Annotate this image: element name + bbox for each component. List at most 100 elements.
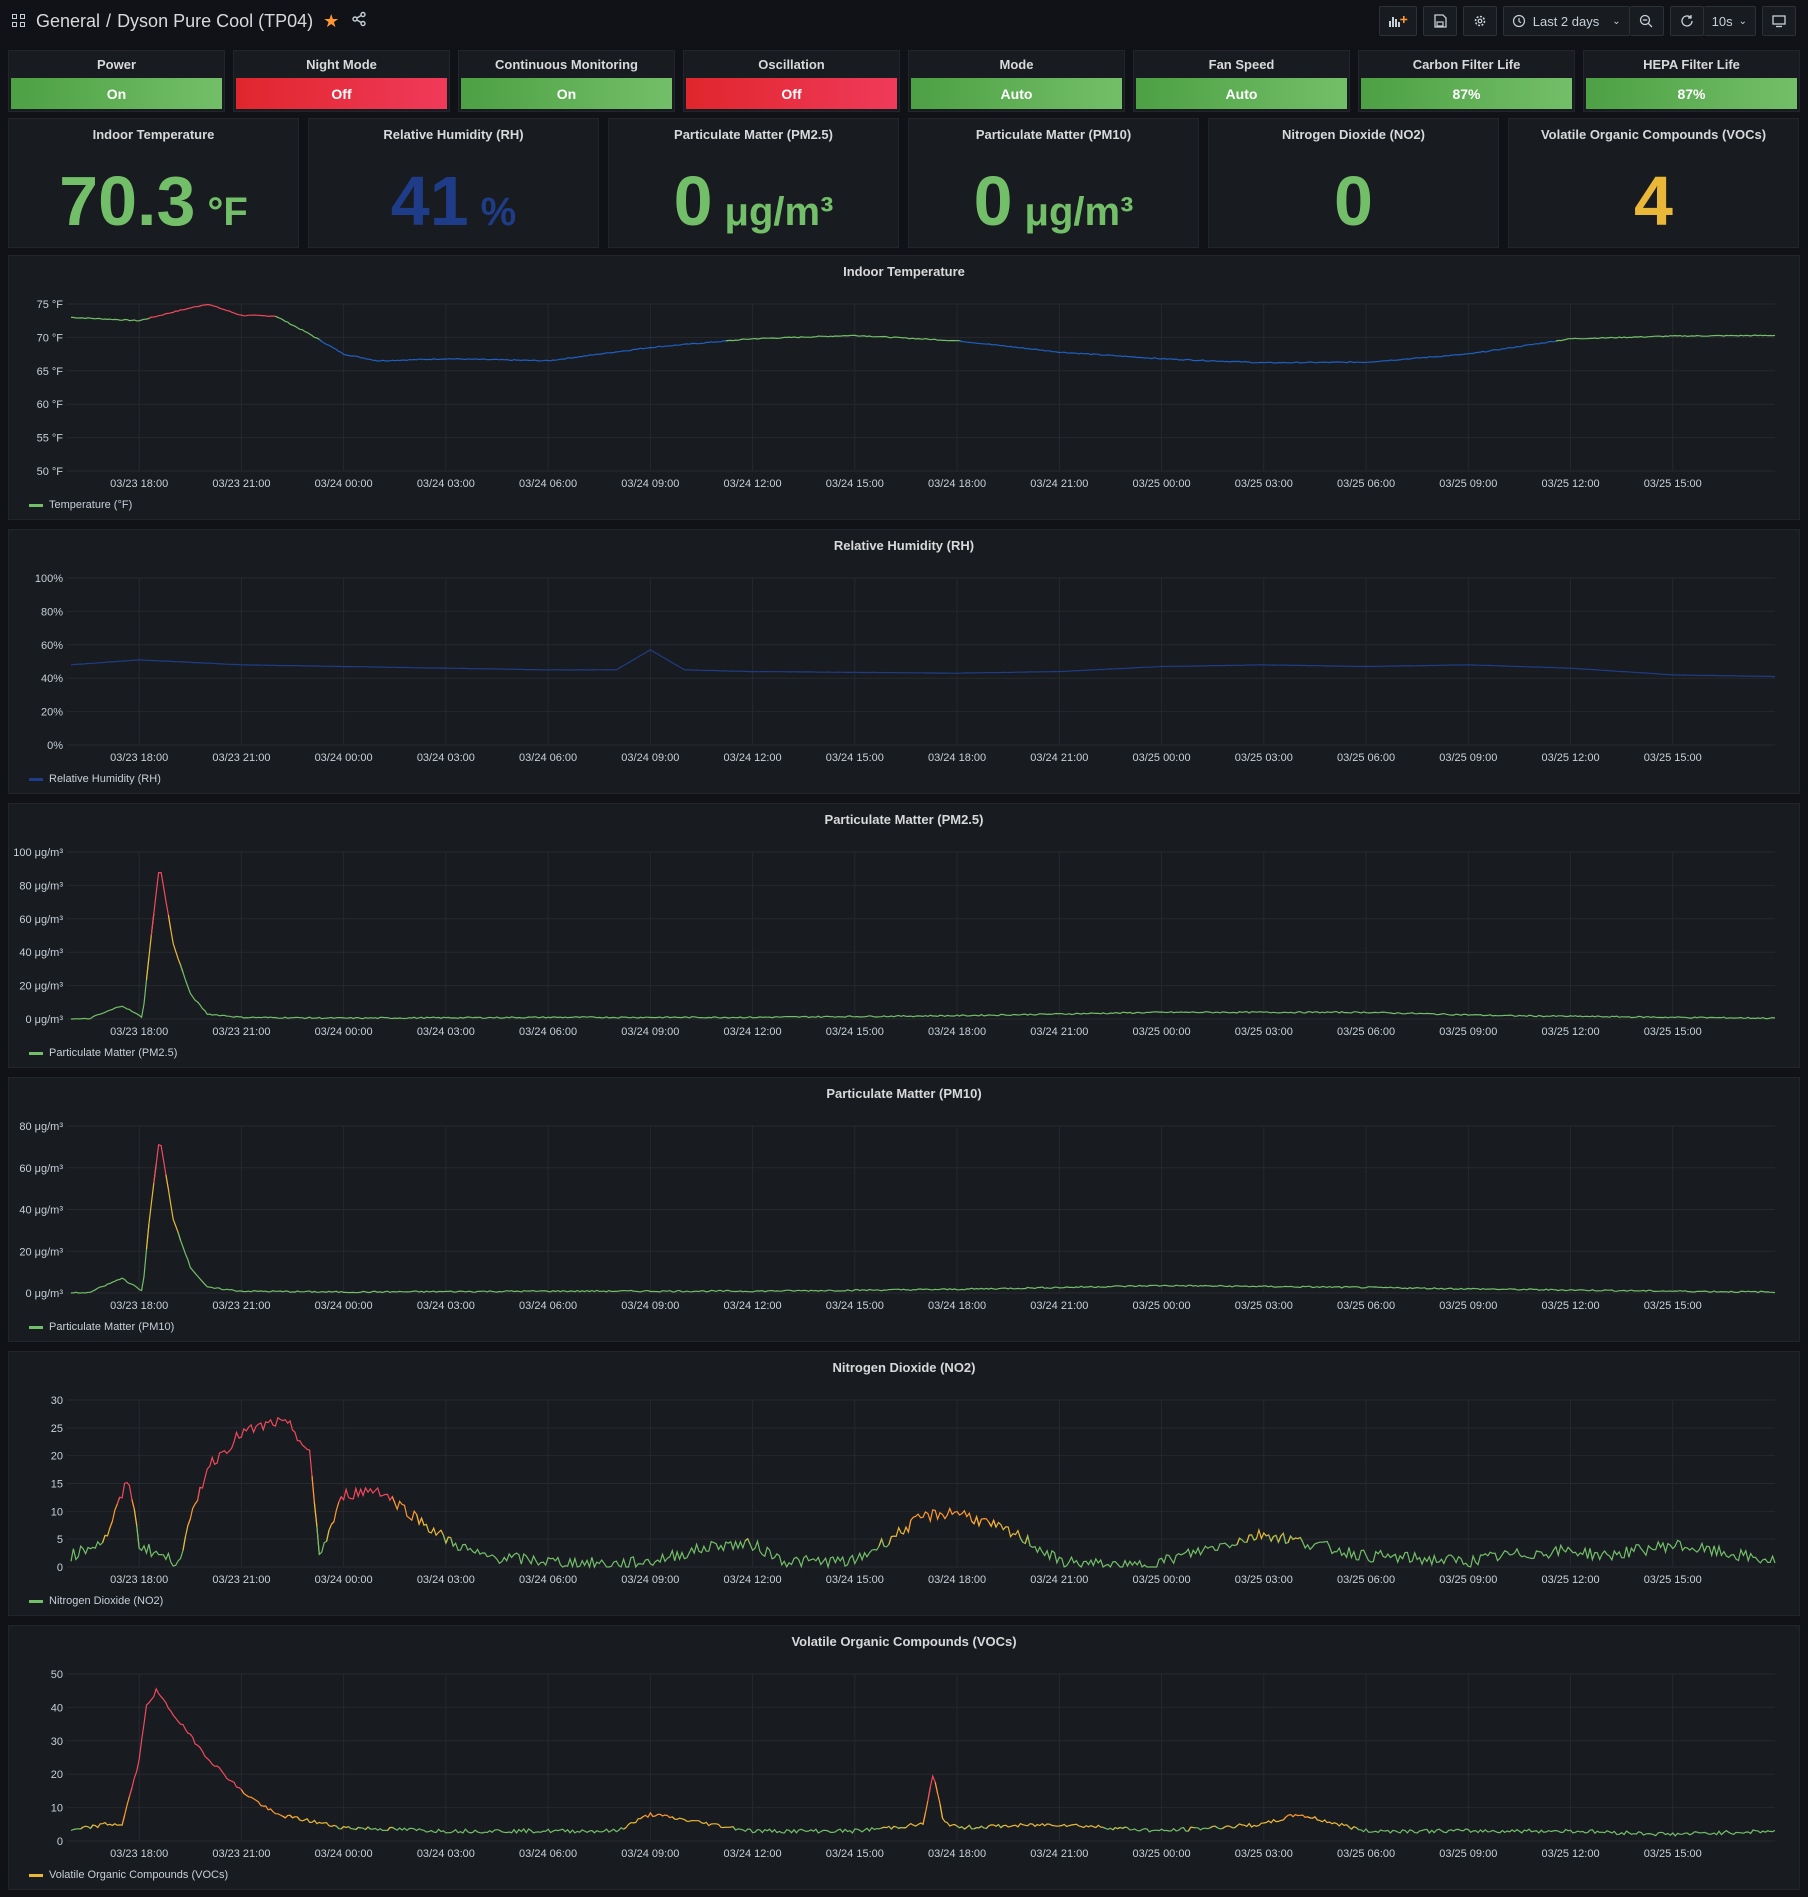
x-tick-label: 03/24 15:00 [826, 1300, 884, 1312]
graph-canvas[interactable]: 0 μg/m³ 20 μg/m³ 40 μg/m³ 60 μg/m³ 80 μg/m³ 0… [9, 1078, 1801, 1343]
stat-panel-value: 0 μg/m³ [609, 161, 898, 252]
refresh-interval-picker[interactable]: 10s ⌄ [1703, 6, 1756, 36]
dashboards-grid-icon[interactable] [12, 14, 26, 28]
breadcrumb-folder[interactable]: General [36, 10, 101, 31]
stat-panel-particulate-matter-pm10-[interactable]: Particulate Matter (PM10) 0 μg/m³ [908, 118, 1199, 248]
y-tick-label: 40% [41, 673, 63, 685]
status-panel-title: Night Mode [306, 57, 377, 72]
y-tick-label: 40 [51, 1702, 63, 1714]
graph-canvas[interactable]: 0 5 10 15 20 25 30 03/23 18:00 03/23 21:00 03/24 … [9, 1352, 1801, 1617]
star-icon[interactable]: ★ [323, 10, 340, 31]
graph-canvas[interactable]: 50 °F 55 °F 60 °F 65 °F 70 °F 75 °F 03/23 18:0… [9, 256, 1801, 521]
stat-panel-volatile-organic-compounds-vocs-[interactable]: Volatile Organic Compounds (VOCs) 4 [1508, 118, 1799, 248]
y-tick-label: 65 °F [37, 366, 64, 378]
series-line [71, 303, 1776, 364]
x-tick-label: 03/24 00:00 [315, 752, 373, 764]
legend[interactable]: Relative Humidity (RH) [29, 773, 161, 785]
status-panel-oscillation[interactable]: Oscillation Off [683, 50, 900, 112]
stat-panel-relative-humidity-rh-[interactable]: Relative Humidity (RH) 41% [308, 118, 599, 248]
series-segment [391, 1496, 420, 1525]
graph-canvas[interactable]: 0 10 20 30 40 50 03/23 18:00 03/23 21:00 03/24 0… [9, 1626, 1801, 1891]
x-tick-label: 03/24 03:00 [417, 1848, 475, 1860]
status-panel-power[interactable]: Power On [8, 50, 225, 112]
series-segment [1000, 1822, 1106, 1830]
series-segment [70, 649, 1776, 678]
stat-panel-value: 0 μg/m³ [909, 161, 1198, 252]
stat-panel-particulate-matter-pm2-5-[interactable]: Particulate Matter (PM2.5) 0 μg/m³ [608, 118, 899, 248]
status-panel-hepa-filter-life[interactable]: HEPA Filter Life 87% [1583, 50, 1800, 112]
share-icon[interactable] [351, 11, 367, 32]
save-dashboard-button[interactable] [1422, 6, 1457, 36]
stat-panel-indoor-temperature[interactable]: Indoor Temperature 70.3 °F [8, 118, 299, 248]
y-tick-label: 50 °F [37, 466, 64, 478]
status-panel-continuous-monitoring[interactable]: Continuous Monitoring On [458, 50, 675, 112]
time-range-picker[interactable]: Last 2 days ⌄ [1502, 6, 1630, 36]
x-tick-label: 03/23 21:00 [212, 1300, 270, 1312]
add-panel-button[interactable] [1378, 6, 1417, 36]
series-segment [326, 1521, 335, 1542]
graph-canvas[interactable]: 0% 20% 40% 60% 80% 100% 03/23 18:00 03/23 21:00… [9, 530, 1801, 795]
x-tick-label: 03/24 00:00 [315, 1300, 373, 1312]
stat-panel-value: 0 [1209, 161, 1498, 241]
x-tick-label: 03/24 00:00 [315, 1574, 373, 1586]
stat-panel-value: 41% [309, 161, 598, 252]
x-tick-label: 03/25 06:00 [1337, 478, 1395, 490]
status-panel-value: Off [236, 78, 447, 109]
series-segment [903, 1812, 926, 1829]
legend-swatch [29, 1051, 43, 1055]
refresh-interval-label: 10s [1711, 13, 1733, 29]
stat-value-number: 0 [673, 162, 713, 240]
stat-panel-nitrogen-dioxide-no2-[interactable]: Nitrogen Dioxide (NO2) 0 [1208, 118, 1499, 248]
x-tick-label: 03/24 09:00 [621, 1574, 679, 1586]
x-tick-label: 03/25 12:00 [1541, 1574, 1599, 1586]
zoom-out-button[interactable] [1629, 6, 1664, 36]
x-tick-label: 03/25 15:00 [1644, 1574, 1702, 1586]
legend[interactable]: Temperature (°F) [29, 499, 132, 511]
graph-panel-particulate-matter-pm10-[interactable]: Particulate Matter (PM10) 0 μg/m³ 20 μg/m³… [8, 1077, 1800, 1342]
dashboard-title[interactable]: Dyson Pure Cool (TP04) [117, 10, 314, 31]
graph-panel-particulate-matter-pm2-5-[interactable]: Particulate Matter (PM2.5) 0 μg/m³ 20 μg/m… [8, 803, 1800, 1068]
graph-panel-relative-humidity-rh-[interactable]: Relative Humidity (RH) 0% 20% 40% 60% 80% 100%… [8, 529, 1800, 794]
refresh-button[interactable] [1669, 6, 1704, 36]
series-segment [165, 1174, 182, 1241]
x-tick-label: 03/25 06:00 [1337, 1300, 1395, 1312]
legend-swatch [29, 503, 43, 507]
status-panel-mode[interactable]: Mode Auto [908, 50, 1125, 112]
graph-title: Relative Humidity (RH) [833, 538, 975, 553]
x-tick-label: 03/25 12:00 [1541, 1848, 1599, 1860]
series-segment [959, 339, 1559, 364]
settings-button[interactable] [1462, 6, 1497, 36]
status-panel-fan-speed[interactable]: Fan Speed Auto [1133, 50, 1350, 112]
series-segment [240, 1789, 286, 1819]
stat-panel-value: 70.3 °F [9, 161, 298, 252]
x-tick-label: 03/24 12:00 [724, 1848, 782, 1860]
graph-panel-indoor-temperature[interactable]: Indoor Temperature 50 °F 55 °F 60 °F 65 °F 70… [8, 255, 1800, 520]
graph-panel-nitrogen-dioxide-no2-[interactable]: Nitrogen Dioxide (NO2) 0 5 10 15 20 25 30 03/23 … [8, 1351, 1800, 1616]
chevron-down-icon: ⌄ [1612, 15, 1621, 27]
graph-panel-volatile-organic-compounds-vocs-[interactable]: Volatile Organic Compounds (VOCs) 0 10 20 30… [8, 1625, 1800, 1890]
x-tick-label: 03/23 21:00 [212, 1848, 270, 1860]
series-segment [167, 914, 184, 973]
status-panel-carbon-filter-life[interactable]: Carbon Filter Life 87% [1358, 50, 1575, 112]
status-panel-title: Continuous Monitoring [495, 57, 638, 72]
x-tick-label: 03/25 09:00 [1439, 478, 1497, 490]
series-segment [671, 1816, 737, 1831]
stat-value-unit: °F [207, 190, 248, 234]
series-segment [993, 1520, 1024, 1543]
y-tick-label: 30 [51, 1395, 63, 1407]
legend[interactable]: Nitrogen Dioxide (NO2) [29, 1595, 163, 1607]
x-tick-label: 03/24 03:00 [417, 1574, 475, 1586]
status-panel-title: Fan Speed [1208, 57, 1275, 72]
refresh-icon [1681, 15, 1693, 27]
tv-mode-button[interactable] [1762, 6, 1796, 36]
legend[interactable]: Volatile Organic Compounds (VOCs) [29, 1869, 228, 1881]
legend[interactable]: Particulate Matter (PM2.5) [29, 1047, 177, 1059]
status-panel-night-mode[interactable]: Night Mode Off [233, 50, 450, 112]
x-tick-label: 03/25 06:00 [1337, 1574, 1395, 1586]
y-tick-label: 55 °F [37, 433, 64, 445]
x-tick-label: 03/24 12:00 [724, 1026, 782, 1038]
y-tick-label: 20 μg/m³ [19, 981, 63, 993]
legend[interactable]: Particulate Matter (PM10) [29, 1321, 174, 1333]
graph-canvas[interactable]: 0 μg/m³ 20 μg/m³ 40 μg/m³ 60 μg/m³ 80 μg/m³ 1… [9, 804, 1801, 1069]
graph-title: Indoor Temperature [843, 264, 965, 279]
